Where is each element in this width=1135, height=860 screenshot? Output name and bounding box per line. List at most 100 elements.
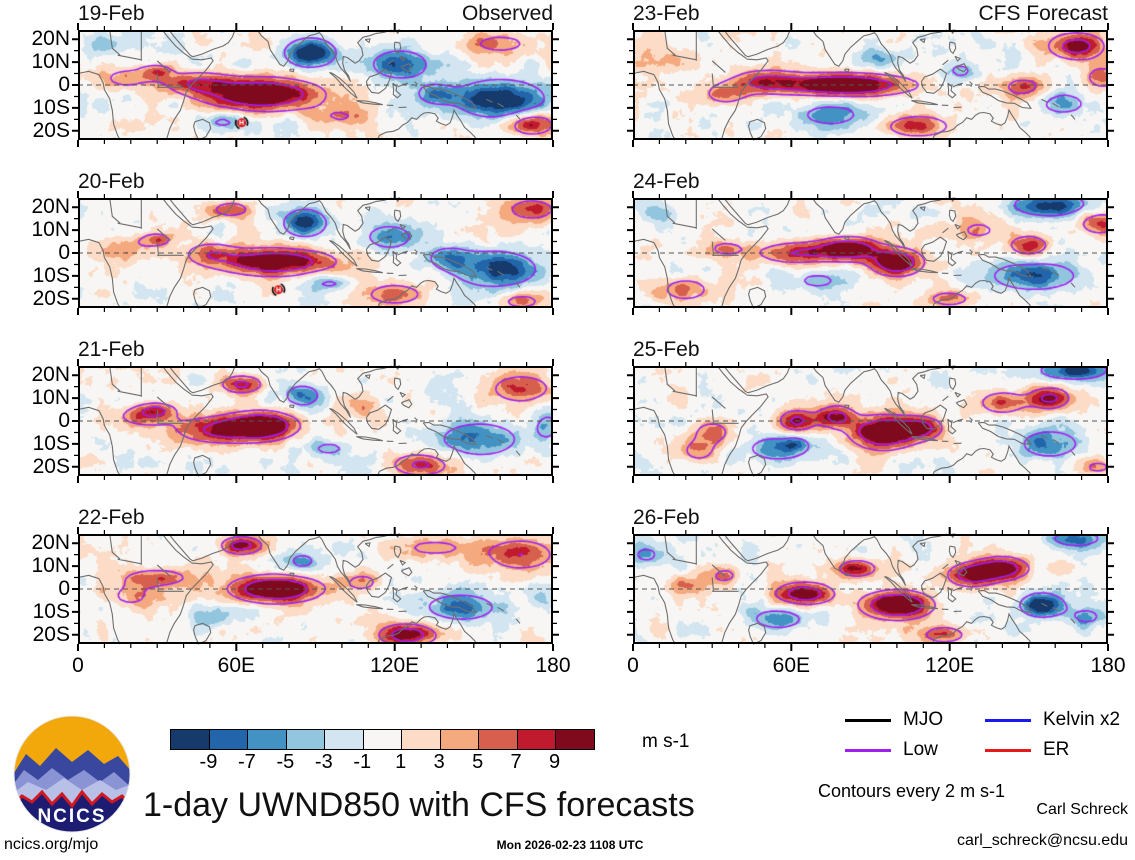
y-axis-label: 0 (58, 73, 70, 96)
colorbar-segment-2 (248, 730, 287, 749)
major-ticks (627, 359, 1114, 483)
figure-title: 1-day UWND850 with CFS forecasts (143, 786, 695, 824)
legend-label-low: Low (903, 739, 938, 760)
y-axis-label: 20N (31, 531, 70, 555)
mjo-line-swatch (845, 718, 891, 722)
y-axis-label: 10N (31, 218, 70, 242)
major-ticks (72, 23, 559, 147)
x-axis-label: 180 (1090, 654, 1126, 677)
y-axis-label: 10S (32, 431, 70, 455)
contour-interval-note: Contours every 2 m s-1 (818, 781, 1006, 801)
major-ticks (627, 23, 1114, 147)
legend-item-er: ER (985, 739, 1069, 761)
map-frame (78, 30, 553, 140)
minor-ticks (74, 26, 557, 144)
y-axis-label: 20N (31, 195, 70, 219)
x-axis-label: 180 (535, 654, 571, 677)
y-axis-label: 10N (31, 50, 70, 74)
major-ticks (72, 359, 559, 483)
map-panel-20-Feb (72, 191, 559, 315)
colorbar-segment-0 (171, 730, 210, 749)
map-frame (633, 198, 1108, 308)
map-panel-23-Feb (627, 23, 1114, 147)
colorbar-segment-3 (286, 730, 326, 749)
map-frame (633, 534, 1108, 644)
map-panel-22-Feb (72, 527, 559, 651)
map-overlay-25-Feb (627, 359, 1114, 483)
ncics-logo: NCICS (13, 715, 131, 833)
panel-date-label: 26-Feb (633, 506, 700, 529)
y-axis-label: 0 (58, 577, 70, 600)
legend-label-er: ER (1043, 739, 1070, 760)
map-panel-25-Feb (627, 359, 1114, 483)
colorbar-tick-label: 3 (433, 751, 445, 773)
logo-text: NCICS (37, 806, 106, 827)
major-ticks (72, 191, 559, 315)
major-ticks (72, 527, 559, 651)
colorbar-tick-label: -9 (199, 751, 218, 773)
er-line-swatch (985, 748, 1031, 752)
y-axis-label: 20S (32, 622, 70, 646)
minor-ticks (629, 194, 1112, 312)
legend-label-mjo: MJO (903, 709, 944, 730)
minor-ticks (74, 530, 557, 648)
minor-ticks (74, 362, 557, 480)
major-ticks (627, 527, 1114, 651)
minor-ticks (629, 362, 1112, 480)
colorbar-segment-7 (440, 730, 480, 749)
panel-date-label: 23-Feb (633, 2, 700, 25)
colorbar-segment-4 (325, 730, 364, 749)
map-panel-26-Feb (627, 527, 1114, 651)
logo-red-ridge (14, 789, 130, 809)
map-overlay-22-Feb (72, 527, 559, 651)
legend-item-mjo: MJO (845, 709, 943, 731)
minor-ticks (629, 26, 1112, 144)
legend-item-low: Low (845, 739, 938, 761)
author-email: carl_schreck@ncsu.edu (957, 832, 1128, 849)
y-axis-label: 10S (32, 95, 70, 119)
map-overlay-21-Feb (72, 359, 559, 483)
colorbar-tick-label: -5 (276, 751, 295, 773)
map-overlay-19-Feb (72, 23, 559, 147)
major-ticks (627, 191, 1114, 315)
logo-ring (13, 715, 131, 833)
map-frame (78, 366, 553, 476)
panel-date-label: 25-Feb (633, 338, 700, 361)
colorbar-tick-label: 5 (472, 751, 484, 773)
site-url-text: ncics.org/mjo (4, 836, 99, 853)
generation-timestamp: Mon 2026-02-23 1108 UTC (496, 838, 644, 852)
colorbar-segment-5 (363, 730, 403, 749)
colorbar-segment-9 (517, 730, 557, 749)
low-line-swatch (845, 748, 891, 752)
kelvin-line-swatch (985, 718, 1031, 722)
y-axis-label: 10S (32, 599, 70, 623)
map-frame (633, 366, 1108, 476)
y-axis-label: 10S (32, 263, 70, 287)
colorbar-tick-label: 7 (510, 751, 522, 773)
y-axis-label: 10N (31, 386, 70, 410)
map-frame (78, 198, 553, 308)
map-overlay-24-Feb (627, 191, 1114, 315)
x-axis-label: 0 (72, 654, 84, 677)
map-overlay-20-Feb (72, 191, 559, 315)
legend-label-kelvin: Kelvin x2 (1043, 709, 1121, 730)
colorbar-tick-label: -1 (353, 751, 372, 773)
minor-ticks (629, 530, 1112, 648)
colorbar-segment-10 (556, 730, 595, 749)
colorbar (170, 729, 595, 750)
map-panel-21-Feb (72, 359, 559, 483)
map-frame (78, 534, 553, 644)
observed-header: Observed (461, 2, 553, 25)
colorbar-segment-6 (402, 730, 441, 749)
legend-item-kelvin: Kelvin x2 (985, 709, 1120, 731)
y-axis-label: 20N (31, 27, 70, 51)
x-axis-label: 60E (772, 654, 811, 677)
map-overlay-26-Feb (627, 527, 1114, 651)
x-axis-label: 120E (370, 654, 420, 677)
y-axis-label: 20N (31, 363, 70, 387)
y-axis-label: 0 (58, 409, 70, 432)
panel-date-label: 20-Feb (78, 170, 145, 193)
x-axis-label: 60E (217, 654, 256, 677)
panel-date-label: 19-Feb (78, 2, 145, 25)
